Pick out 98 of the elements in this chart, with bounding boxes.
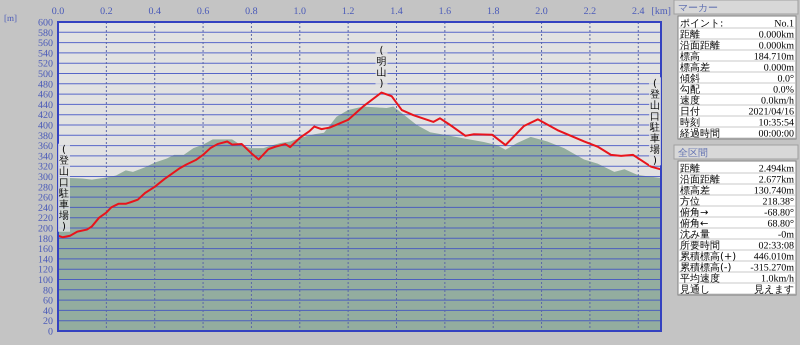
y-tick-label: 300 xyxy=(38,172,53,183)
text: 10:35:54 xyxy=(758,118,794,128)
text: 経過時間 xyxy=(679,128,720,140)
text: 446.010m xyxy=(754,252,794,262)
text: 00:00:00 xyxy=(758,128,794,140)
text: 標高差 xyxy=(680,184,710,196)
text: 時刻 xyxy=(680,116,700,128)
text: 見えます xyxy=(754,284,794,296)
y-tick-label: 440 xyxy=(38,100,53,111)
text: 距離 xyxy=(680,162,700,174)
text: 累積標高(-) xyxy=(680,262,732,274)
text: 俯角→ xyxy=(680,206,708,218)
y-tick-label: 480 xyxy=(38,79,53,90)
x-tick-label: 0.8 xyxy=(245,6,258,17)
text: 累積標高(+) xyxy=(680,250,736,262)
text: 68.80° xyxy=(768,218,794,230)
text: 標高 xyxy=(680,50,700,62)
y-tick-label: 460 xyxy=(38,90,53,101)
text: 傾斜 xyxy=(680,72,700,84)
text: 2.677km xyxy=(758,174,794,186)
x-tick-label: 1.0 xyxy=(294,6,306,17)
x-tick-label: 0.6 xyxy=(196,6,210,17)
annotation: (登山口駐車場) xyxy=(58,144,69,233)
text: 標高差 xyxy=(680,62,710,74)
text: 2.494km xyxy=(758,164,794,174)
text: 184.710m xyxy=(754,52,794,62)
y-tick-label: 360 xyxy=(38,141,53,152)
y-tick-label: 100 xyxy=(38,275,53,286)
y-tick-label: 140 xyxy=(38,254,53,266)
annotation: (登山口駐車場) xyxy=(649,78,660,166)
text: 勾配 xyxy=(680,84,700,96)
y-tick-label: 0 xyxy=(48,326,53,338)
y-tick-label: 60 xyxy=(43,296,53,307)
text: 平均速度 xyxy=(680,272,720,284)
y-tick-label: 320 xyxy=(38,162,53,173)
text: 0.0° xyxy=(778,74,794,84)
text: 0.0% xyxy=(773,84,794,96)
x-tick-label: 1.6 xyxy=(438,6,452,17)
x-tick-label: 2.2 xyxy=(584,6,596,17)
y-tick-label: 400 xyxy=(38,120,53,132)
text: 130.740m xyxy=(754,186,794,196)
y-tick-label: 380 xyxy=(38,130,53,142)
y-tick-label: 20 xyxy=(43,316,53,328)
x-tick-label: 0.2 xyxy=(100,6,113,17)
text: 日付 xyxy=(680,106,700,118)
text: 0.000km xyxy=(758,40,794,52)
y-tick-label: 420 xyxy=(38,110,53,122)
x-axis-title: [km] xyxy=(652,6,671,17)
text: 0.0km/h xyxy=(760,96,794,106)
text: 218.38° xyxy=(762,196,794,208)
text: 見通し xyxy=(680,284,710,296)
x-tick-label: 0.4 xyxy=(148,6,161,17)
x-tick-label: 1.8 xyxy=(486,6,500,17)
y-tick-label: 160 xyxy=(38,244,53,256)
text: 沿面距離 xyxy=(680,40,720,52)
text: ポイント: xyxy=(680,18,724,30)
y-tick-label: 260 xyxy=(38,192,53,204)
line-series xyxy=(57,92,662,238)
text: 沈み量 xyxy=(680,228,710,240)
text: 2021/04/16 xyxy=(748,106,794,118)
y-tick-label: 520 xyxy=(38,58,53,70)
text: -315.270m xyxy=(750,262,794,274)
text: 全区間 xyxy=(678,147,708,159)
text: 距離 xyxy=(680,28,700,40)
y-axis-title: [m] xyxy=(4,13,17,23)
text: -68.80° xyxy=(764,208,794,218)
text: -0m xyxy=(778,230,794,240)
x-tick-label: 1.4 xyxy=(390,6,403,17)
y-tick-label: 340 xyxy=(38,151,53,162)
y-tick-label: 500 xyxy=(38,69,53,80)
text: No.1 xyxy=(774,18,794,30)
x-tick-label: 2.0 xyxy=(535,6,548,17)
y-tick-label: 560 xyxy=(38,38,53,50)
y-tick-label: 240 xyxy=(38,202,53,214)
y-tick-label: 280 xyxy=(38,182,53,194)
y-tick-label: 220 xyxy=(38,213,53,224)
text: 1.0km/h xyxy=(760,274,794,284)
text: 所要時間 xyxy=(680,240,720,252)
y-tick-label: 180 xyxy=(38,234,53,245)
x-tick-label: 1.2 xyxy=(342,6,354,17)
x-tick-label: 2.4 xyxy=(632,6,645,17)
y-tick-label: 80 xyxy=(43,285,53,296)
y-tick-label: 200 xyxy=(38,224,53,234)
text: 俯角← xyxy=(680,218,708,230)
y-tick-label: 540 xyxy=(38,48,53,60)
y-tick-label: 580 xyxy=(38,28,53,39)
text: 0.000km xyxy=(758,30,794,40)
text: 02:33:08 xyxy=(758,240,794,252)
text: 速度 xyxy=(680,94,700,106)
text: マーカー xyxy=(678,3,718,14)
text: 方位 xyxy=(680,196,700,208)
annotation: (明山) xyxy=(376,46,386,90)
y-tick-label: 600 xyxy=(38,18,53,28)
text: 沿面距離 xyxy=(680,174,720,186)
y-tick-label: 120 xyxy=(38,264,53,276)
x-tick-label: 0.0 xyxy=(52,6,64,17)
text: 0.000m xyxy=(764,62,794,74)
y-tick-label: 40 xyxy=(43,306,53,317)
